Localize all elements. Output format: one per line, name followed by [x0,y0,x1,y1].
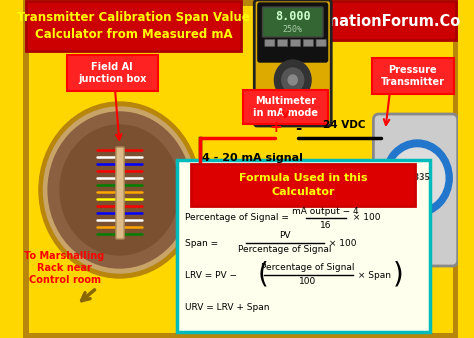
Text: Transmitter Calibration Span Value
Calculator from Measured mA: Transmitter Calibration Span Value Calcu… [17,10,250,42]
FancyBboxPatch shape [25,2,456,336]
Text: 33335: 33335 [404,173,431,183]
Circle shape [289,104,296,112]
FancyBboxPatch shape [243,90,328,124]
Text: × Span: × Span [355,270,391,280]
FancyBboxPatch shape [373,58,454,94]
Circle shape [390,148,445,208]
Text: 4 - 20 mA signal: 4 - 20 mA signal [202,153,303,163]
Text: AutomationForum.Co: AutomationForum.Co [286,14,461,28]
Text: 250%: 250% [283,24,303,33]
Text: -: - [295,121,301,136]
Text: 100: 100 [299,277,316,287]
Text: (: ( [258,261,269,289]
Text: LRV = PV −: LRV = PV − [185,270,239,280]
FancyBboxPatch shape [116,147,124,239]
Circle shape [60,125,179,255]
Text: +: + [269,121,282,136]
Text: Pressure
Transmitter: Pressure Transmitter [381,65,445,87]
Circle shape [309,104,317,112]
FancyBboxPatch shape [254,0,331,126]
Text: × 100: × 100 [326,239,356,247]
FancyBboxPatch shape [263,7,323,37]
Text: Multimeter
in mA mode: Multimeter in mA mode [253,96,318,118]
Text: Percentage of Signal: Percentage of Signal [261,264,354,272]
Text: mA output − 4: mA output − 4 [292,207,359,216]
FancyBboxPatch shape [265,40,275,47]
Text: Formula Used in this
Calculator: Formula Used in this Calculator [238,173,367,197]
Text: URV = LRV + Span: URV = LRV + Span [185,304,269,313]
Circle shape [44,107,196,273]
Text: 24 VDC: 24 VDC [323,120,365,130]
Text: PV: PV [279,232,290,241]
Circle shape [48,112,191,268]
Text: × 100: × 100 [349,214,380,222]
Circle shape [39,102,200,278]
Circle shape [269,104,276,112]
FancyBboxPatch shape [303,40,313,47]
Circle shape [282,68,304,92]
FancyBboxPatch shape [258,3,328,62]
FancyBboxPatch shape [26,1,240,51]
Text: Field AI
junction box: Field AI junction box [78,62,146,84]
FancyBboxPatch shape [316,40,326,47]
FancyBboxPatch shape [191,164,415,206]
Circle shape [288,75,297,85]
Text: 16: 16 [320,220,331,230]
FancyBboxPatch shape [292,1,456,40]
FancyBboxPatch shape [374,114,458,266]
Circle shape [383,140,452,216]
Text: ): ) [392,261,403,289]
Text: To Marshalling
Rack near
Control room: To Marshalling Rack near Control room [25,251,105,285]
Circle shape [274,60,311,100]
FancyBboxPatch shape [67,55,158,91]
Text: Percentage of Signal =: Percentage of Signal = [185,214,292,222]
Text: 8.000: 8.000 [275,10,310,24]
FancyBboxPatch shape [177,160,430,332]
FancyBboxPatch shape [278,40,288,47]
FancyBboxPatch shape [291,40,301,47]
FancyBboxPatch shape [404,253,430,277]
Text: Percentage of Signal: Percentage of Signal [238,245,331,255]
Text: Span =: Span = [185,239,220,247]
